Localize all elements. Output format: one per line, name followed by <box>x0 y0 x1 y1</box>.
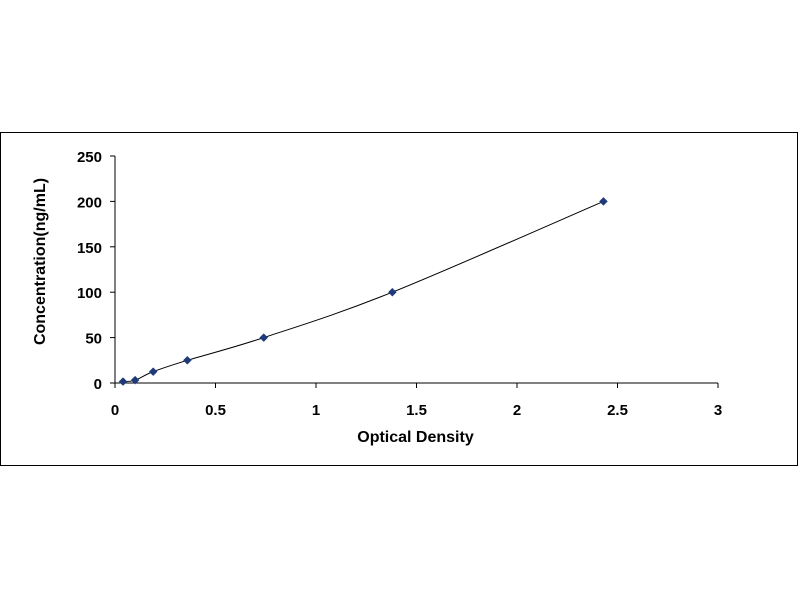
y-tick-label: 100 <box>77 285 102 302</box>
data-point <box>599 197 608 206</box>
x-tick-labels: 0 0.5 1 1.5 2 2.5 3 <box>111 402 722 419</box>
x-tick-label: 3 <box>714 402 722 419</box>
data-point <box>148 367 158 377</box>
data-point <box>259 333 269 342</box>
data-point <box>130 375 140 385</box>
data-point <box>388 287 397 297</box>
y-tick-label: 150 <box>77 240 102 257</box>
data-point <box>183 355 192 365</box>
trend-line <box>122 200 604 383</box>
y-tick-label: 200 <box>77 194 102 211</box>
x-tick-label: 1 <box>312 402 320 419</box>
x-tick-label: 2 <box>513 402 521 419</box>
x-tick-label: 2.5 <box>607 402 628 419</box>
y-tick-label: 50 <box>85 331 102 348</box>
y-axis-title: Concentration(ng/mL) <box>32 178 49 345</box>
axes <box>110 155 719 388</box>
x-tick-label: 0.5 <box>205 402 226 419</box>
data-points <box>118 197 608 386</box>
chart-frame <box>0 132 798 466</box>
x-tick-label: 0 <box>111 402 119 419</box>
y-tick-labels: 0 50 100 150 200 250 <box>77 149 102 393</box>
x-axis-title: Optical Density <box>357 429 474 446</box>
x-tick-label: 1.5 <box>406 402 427 419</box>
y-tick-label: 0 <box>94 376 102 393</box>
data-point <box>118 377 128 386</box>
y-tick-label: 250 <box>77 149 102 166</box>
